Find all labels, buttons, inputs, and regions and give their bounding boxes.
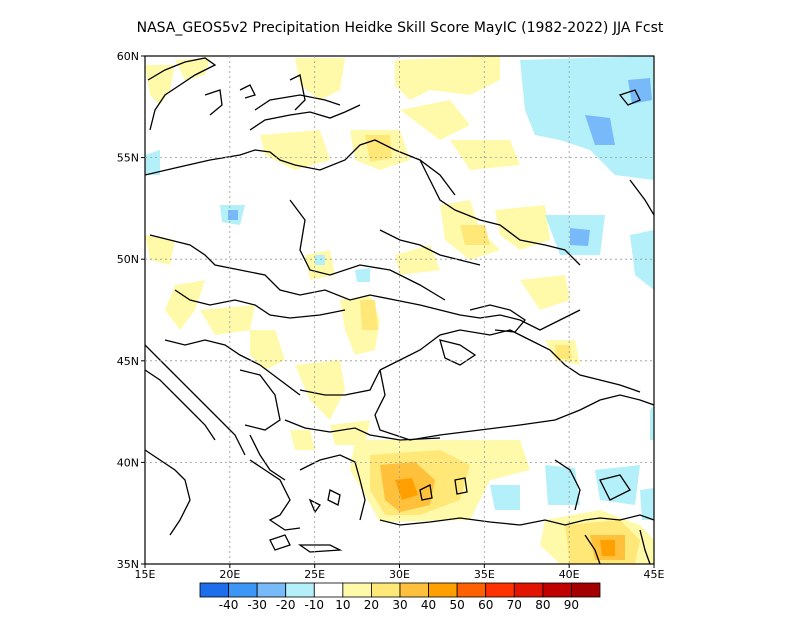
axis-ticks: 15E 20E 25E 30E 35E 40E 45E 60N 55N 50N 45N 40N 35N [117,50,665,581]
lon-tick-label: 30E [389,568,410,581]
lat-tick-label: 40N [117,456,139,469]
lon-tick-label: 35E [474,568,495,581]
colorbar-swatch [256,582,287,598]
colorbar-label: -20 [276,598,296,612]
colorbar-label: -10 [304,598,324,612]
colorbar-label: -30 [247,598,267,612]
colorbar-label: 10 [335,598,350,612]
lon-tick-label: 45E [644,568,665,581]
colorbar-swatch [513,582,544,598]
colorbar: -40 -30 -20 -10 10 20 30 40 50 60 70 80 90 [199,582,601,612]
lon-tick-label: 20E [219,568,240,581]
lon-tick-label: 25E [304,568,325,581]
colorbar-swatch [285,582,315,598]
colorbar-swatch [228,582,258,598]
colorbar-swatch [342,582,372,598]
colorbar-label: 20 [364,598,379,612]
country-borders [145,57,654,564]
colorbar-swatch [542,582,572,598]
colorbar-swatch [571,582,601,598]
colorbar-swatch [428,582,458,598]
colorbar-label: 50 [450,598,465,612]
colorbar-swatch [399,582,429,598]
lat-tick-label: 45N [117,355,139,368]
colorbar-label: -40 [219,598,239,612]
lat-tick-label: 35N [117,558,139,571]
colorbar-label: 70 [507,598,522,612]
colorbar-label: 90 [564,598,579,612]
colorbar-label: 60 [478,598,493,612]
colorbar-label: 30 [392,598,407,612]
colorbar-swatch [199,582,229,598]
lat-tick-label: 60N [117,50,139,63]
colorbar-label: 40 [421,598,436,612]
lat-tick-label: 50N [117,253,139,266]
colorbar-swatch [313,582,344,598]
lat-tick-label: 55N [117,152,139,165]
colorbar-swatch [371,582,401,598]
colorbar-swatch [485,582,515,598]
colorbar-swatch [456,582,487,598]
map-title: NASA_GEOS5v2 Precipitation Heidke Skill … [136,20,664,36]
lon-tick-label: 15E [135,568,156,581]
lon-tick-label: 40E [559,568,580,581]
colorbar-label: 80 [535,598,550,612]
